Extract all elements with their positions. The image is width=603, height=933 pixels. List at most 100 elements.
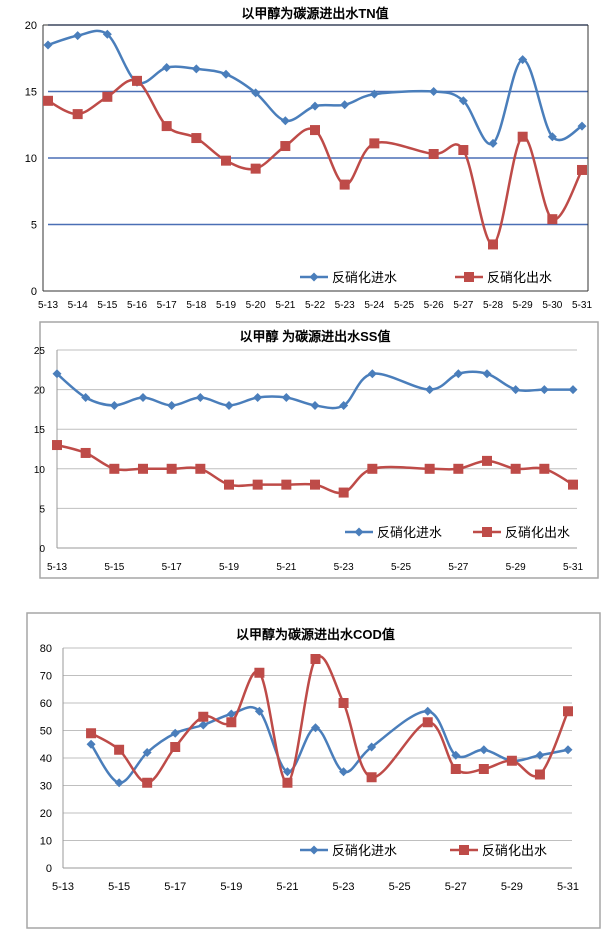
data-point bbox=[226, 709, 236, 719]
data-point bbox=[195, 393, 205, 403]
y-tick-label: 15 bbox=[25, 87, 37, 99]
data-point bbox=[142, 777, 153, 788]
data-point bbox=[563, 706, 573, 717]
x-tick-label: 5-15 bbox=[97, 300, 117, 311]
x-tick-label: 5-19 bbox=[219, 562, 239, 573]
data-point bbox=[254, 706, 264, 716]
data-point bbox=[458, 96, 468, 106]
chart-title: 以甲醇为碳源进出水COD值 bbox=[236, 627, 395, 642]
data-point bbox=[109, 400, 119, 410]
data-point bbox=[539, 385, 549, 395]
x-tick-label: 5-22 bbox=[305, 300, 325, 311]
data-point bbox=[367, 463, 378, 474]
legend-label: 反硝化进水 bbox=[332, 843, 397, 858]
data-point bbox=[451, 750, 461, 760]
x-tick-label: 5-25 bbox=[389, 881, 411, 893]
data-point bbox=[52, 369, 62, 379]
data-point bbox=[453, 369, 463, 379]
x-tick-label: 5-29 bbox=[513, 300, 533, 311]
data-point bbox=[224, 479, 234, 490]
y-tick-label: 5 bbox=[39, 504, 45, 515]
data-point bbox=[43, 40, 53, 50]
data-point bbox=[422, 717, 433, 728]
y-tick-label: 0 bbox=[46, 863, 52, 875]
data-point bbox=[81, 393, 91, 403]
data-point bbox=[428, 149, 439, 160]
x-tick-label: 5-27 bbox=[453, 300, 473, 311]
data-point bbox=[310, 479, 320, 490]
data-point bbox=[535, 750, 545, 760]
data-point bbox=[195, 463, 206, 474]
legend-label: 反硝化进水 bbox=[377, 525, 442, 540]
data-point bbox=[167, 400, 177, 410]
x-tick-label: 5-17 bbox=[164, 881, 186, 893]
data-point bbox=[367, 742, 377, 752]
y-tick-label: 10 bbox=[25, 153, 37, 165]
data-point bbox=[43, 95, 53, 106]
x-tick-label: 5-13 bbox=[52, 881, 74, 893]
data-point bbox=[425, 385, 435, 395]
y-tick-label: 10 bbox=[34, 465, 46, 476]
x-tick-label: 5-19 bbox=[216, 300, 236, 311]
data-point bbox=[253, 393, 263, 403]
data-point bbox=[369, 89, 379, 99]
data-point bbox=[282, 767, 292, 777]
x-tick-label: 5-13 bbox=[47, 562, 67, 573]
data-point bbox=[254, 667, 265, 678]
x-tick-label: 5-28 bbox=[483, 300, 503, 311]
x-tick-label: 5-17 bbox=[162, 562, 182, 573]
data-point bbox=[338, 487, 349, 498]
data-point bbox=[339, 179, 350, 190]
data-point bbox=[339, 767, 349, 777]
y-tick-label: 40 bbox=[40, 753, 52, 765]
data-point bbox=[191, 133, 202, 144]
data-point bbox=[166, 463, 177, 474]
chart-2: 以甲醇为碳源进出水COD值 0 10 20 30 40 50 60 70 80 5-13 5-15 5-… bbox=[26, 612, 601, 929]
y-tick-label: 0 bbox=[31, 286, 37, 298]
x-tick-label: 5-23 bbox=[334, 562, 354, 573]
data-point bbox=[568, 385, 578, 395]
y-tick-label: 0 bbox=[39, 544, 45, 555]
x-tick-label: 5-14 bbox=[68, 300, 88, 311]
data-point bbox=[162, 63, 172, 73]
y-tick-label: 20 bbox=[25, 20, 37, 32]
data-point bbox=[114, 778, 124, 788]
x-tick-label: 5-26 bbox=[424, 300, 444, 311]
data-point bbox=[488, 239, 498, 250]
data-point bbox=[282, 777, 293, 788]
y-tick-label: 20 bbox=[34, 386, 46, 397]
data-point bbox=[73, 31, 83, 41]
data-point bbox=[221, 155, 231, 166]
chart-frame bbox=[26, 612, 601, 929]
legend-marker bbox=[354, 527, 364, 537]
x-tick-label: 5-30 bbox=[542, 300, 562, 311]
data-point bbox=[52, 440, 62, 451]
x-tick-label: 5-21 bbox=[275, 300, 295, 311]
x-tick-label: 5-25 bbox=[394, 300, 414, 311]
data-point bbox=[170, 728, 180, 738]
x-tick-label: 5-31 bbox=[563, 562, 583, 573]
data-point bbox=[102, 29, 112, 39]
data-point bbox=[547, 214, 558, 225]
data-point bbox=[72, 109, 83, 120]
data-point bbox=[479, 745, 489, 755]
data-point bbox=[280, 141, 291, 152]
data-point bbox=[568, 479, 578, 490]
legend-label: 反硝化出水 bbox=[505, 525, 570, 540]
data-point bbox=[478, 764, 489, 774]
data-point bbox=[517, 131, 528, 142]
data-point bbox=[226, 717, 237, 728]
data-point bbox=[221, 69, 231, 79]
y-tick-label: 70 bbox=[40, 671, 52, 683]
x-tick-label: 5-23 bbox=[333, 881, 355, 893]
data-point bbox=[224, 400, 234, 410]
series-line-0 bbox=[90, 706, 569, 784]
data-point bbox=[506, 755, 517, 766]
data-point bbox=[80, 447, 91, 458]
x-tick-label: 5-18 bbox=[186, 300, 206, 311]
data-point bbox=[310, 125, 320, 136]
x-tick-label: 5-25 bbox=[391, 562, 411, 573]
data-point bbox=[511, 385, 521, 395]
data-point bbox=[510, 463, 521, 474]
